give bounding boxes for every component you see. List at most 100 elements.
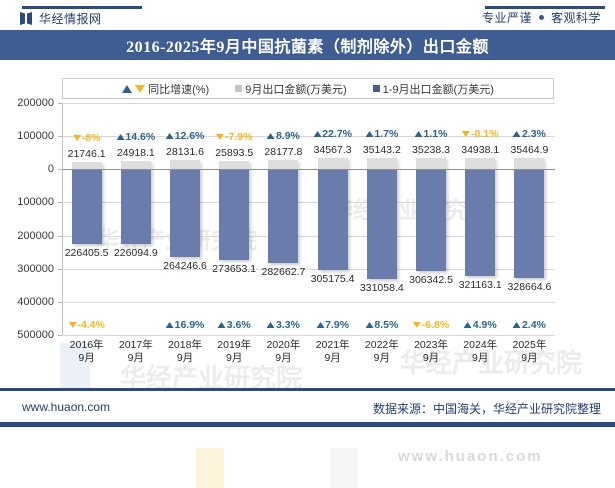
triangle-down-icon xyxy=(412,322,421,328)
x-axis-year: 2025年 xyxy=(512,339,547,351)
x-axis-tick-label: 2019年 9月 xyxy=(210,339,259,365)
footer-rule-bottom xyxy=(0,422,615,427)
bar-sep-amount[interactable] xyxy=(170,159,200,170)
cumulative-growth-label: 3.3% xyxy=(266,319,300,331)
bar-sep-amount[interactable] xyxy=(416,157,447,170)
x-axis-month: 9月 xyxy=(472,352,489,364)
bar-group: 34567.3 22.7% 305175.4 7.9% xyxy=(308,103,357,335)
top-header-bar: 华经情报网 专业严谨 客观科学 xyxy=(0,0,615,30)
cumulative-amount-label: 264246.6 xyxy=(163,259,207,272)
legend-item-sep-amount[interactable]: 9月出口金额(万美元) xyxy=(235,81,347,97)
y-axis-tick-label: 0 xyxy=(47,163,54,176)
sep-amount-label: 25893.5 xyxy=(215,146,254,159)
triangle-up-icon xyxy=(316,322,325,328)
sep-amount-label: 35238.3 xyxy=(412,143,450,156)
gridline xyxy=(63,103,555,104)
gridline xyxy=(63,136,555,138)
cumulative-growth-label: 2.4% xyxy=(512,319,546,331)
triangle-up-icon xyxy=(165,132,174,139)
cumulative-amount-label: 226405.5 xyxy=(64,247,109,260)
watermark-badge-1 xyxy=(60,343,90,389)
y-axis: 200000 100000 0 100000 200000 300000 400000 500… xyxy=(0,97,62,341)
y-axis-tick-label: 100000 xyxy=(17,196,54,209)
legend-label-sep: 9月出口金额(万美元) xyxy=(245,83,347,96)
sep-growth-label: 1.1% xyxy=(414,128,447,140)
square-blue-swatch-icon xyxy=(372,85,380,92)
bar-sep-amount[interactable] xyxy=(120,161,151,170)
sep-amount-label: 28177.8 xyxy=(264,145,303,158)
watermark-url-1: www.huaon.com xyxy=(398,448,543,465)
cumulative-growth-label: 8.5% xyxy=(365,319,398,331)
x-axis-month: 9月 xyxy=(78,352,95,364)
x-axis-month: 9月 xyxy=(521,352,538,364)
bar-cumulative-amount[interactable] xyxy=(219,169,250,260)
triangle-down-icon xyxy=(68,322,77,328)
bar-cumulative-amount[interactable] xyxy=(317,169,348,271)
y-axis-tick-mark xyxy=(58,103,62,104)
x-axis-month: 9月 xyxy=(373,352,390,364)
cumulative-amount-label: 321163.1 xyxy=(458,278,502,291)
watermark-badge-3 xyxy=(330,448,358,488)
x-axis-tick-label: 2017年 9月 xyxy=(111,339,160,365)
y-axis-tick-mark xyxy=(58,301,62,303)
watermark-badge-2 xyxy=(196,448,224,488)
chart-title: 2016-2025年9月中国抗菌素（制剂除外）出口金额 xyxy=(0,30,615,60)
sep-growth-label: 12.6% xyxy=(165,130,204,142)
plot-gridlines xyxy=(62,103,555,336)
cumulative-growth-label: -6.8% xyxy=(412,319,449,331)
y-axis-tick-mark xyxy=(58,268,62,270)
cumulative-growth-label: 7.9% xyxy=(316,319,349,331)
y-axis-tick-label: 300000 xyxy=(17,262,54,275)
legend-item-growth[interactable]: 同比增速(%) xyxy=(122,81,209,97)
sep-growth-label: -8% xyxy=(72,132,100,144)
x-axis-month: 9月 xyxy=(422,352,440,364)
bar-cumulative-amount[interactable] xyxy=(416,169,447,271)
y-axis-tick-label: 500000 xyxy=(17,329,54,341)
bar-cumulative-amount[interactable] xyxy=(514,169,545,279)
bar-sep-amount[interactable] xyxy=(366,157,397,170)
bar-sep-amount[interactable] xyxy=(268,159,299,170)
slogan-right: 客观科学 xyxy=(550,11,601,25)
bar-cumulative-amount[interactable] xyxy=(120,169,151,245)
footer-site-url[interactable]: www.huaon.com xyxy=(22,400,111,414)
x-axis-tick-label: 2024年 9月 xyxy=(456,339,505,365)
square-gray-swatch-icon xyxy=(235,85,243,92)
x-axis-month: 9月 xyxy=(127,352,144,364)
gridline xyxy=(63,335,555,336)
triangle-up-icon xyxy=(463,322,472,328)
x-axis-year: 2024年 xyxy=(463,339,498,351)
bar-cumulative-amount[interactable] xyxy=(268,169,299,263)
y-axis-tick-label: 100000 xyxy=(17,130,54,143)
sep-growth-label: -7.9% xyxy=(215,131,252,143)
bar-sep-amount[interactable] xyxy=(465,157,496,170)
sep-amount-label: 34938.1 xyxy=(461,143,500,156)
sep-growth-label: -0.1% xyxy=(462,128,498,140)
y-axis-tick-mark xyxy=(58,335,62,336)
bar-cumulative-amount[interactable] xyxy=(170,169,200,257)
bar-sep-amount[interactable] xyxy=(317,157,348,170)
bar-sep-amount[interactable] xyxy=(219,160,250,170)
x-axis-month: 9月 xyxy=(226,352,243,364)
bar-cumulative-amount[interactable] xyxy=(71,169,102,245)
y-axis-tick-mark xyxy=(58,136,62,138)
y-axis-tick-mark xyxy=(58,235,62,237)
x-axis-year: 2023年 xyxy=(414,339,448,351)
sep-amount-label: 21746.1 xyxy=(67,148,106,161)
cumulative-amount-label: 273653.1 xyxy=(212,262,257,275)
x-axis-month: 9月 xyxy=(324,352,341,364)
bar-group: 35143.2 1.7% 331058.4 8.5% xyxy=(357,103,406,335)
triangle-up-icon xyxy=(313,130,322,137)
cumulative-growth-label: 16.9% xyxy=(165,319,204,331)
bar-sep-amount[interactable] xyxy=(514,157,545,170)
legend-item-cum-amount[interactable]: 1-9月出口金额(万美元) xyxy=(372,81,494,97)
footer-rule-top xyxy=(0,388,615,391)
cumulative-amount-label: 331058.4 xyxy=(359,282,404,294)
gridline xyxy=(63,235,555,237)
bar-cumulative-amount[interactable] xyxy=(465,169,496,276)
bar-sep-amount[interactable] xyxy=(71,162,102,170)
x-axis-tick-label: 2025年 9月 xyxy=(505,339,554,365)
sep-growth-label: 14.6% xyxy=(116,131,155,143)
bar-cumulative-amount[interactable] xyxy=(366,169,397,279)
triangle-down-icon xyxy=(135,84,146,93)
